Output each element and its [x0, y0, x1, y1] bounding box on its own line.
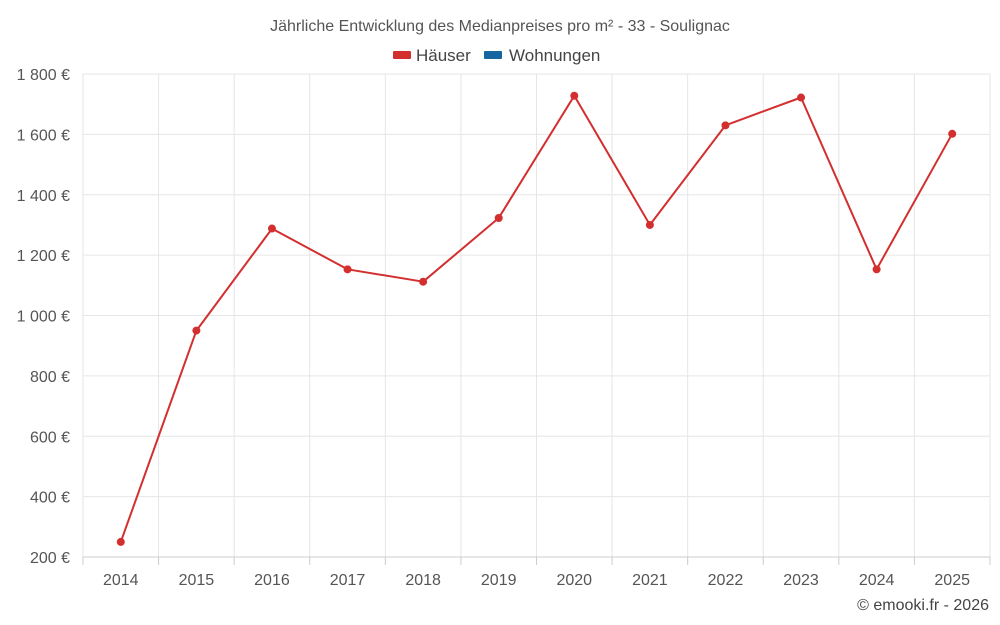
- series-line-0: [119, 94, 954, 543]
- x-tick-label: 2017: [330, 572, 366, 589]
- y-tick-label: 800 €: [30, 369, 70, 386]
- x-tick-label: 2016: [254, 572, 290, 589]
- x-tick-label: 2014: [103, 572, 139, 589]
- y-tick-label: 1 200 €: [17, 248, 70, 265]
- data-point[interactable]: [267, 224, 276, 233]
- x-tick-label: 2022: [708, 572, 744, 589]
- x-tick-label: 2024: [859, 572, 895, 589]
- x-tick-label: 2021: [632, 572, 668, 589]
- data-point[interactable]: [645, 220, 654, 229]
- legend-swatch-wohnungen: [484, 51, 502, 59]
- grid: [82, 73, 991, 565]
- x-tick-label: 2020: [556, 572, 592, 589]
- x-axis-labels: 2014 2015 2016 2017 2018 2019 2020 2021 2022 2023…: [103, 572, 970, 589]
- data-point[interactable]: [872, 265, 881, 274]
- x-tick-label: 2018: [405, 572, 441, 589]
- y-tick-label: 400 €: [30, 490, 70, 507]
- legend-label-wohnungen: Wohnungen: [509, 46, 600, 65]
- data-point[interactable]: [494, 213, 503, 222]
- legend: Häuser Wohnungen: [393, 46, 600, 65]
- data-point[interactable]: [192, 326, 201, 335]
- y-tick-label: 600 €: [30, 429, 70, 446]
- data-point[interactable]: [721, 121, 730, 130]
- data-point[interactable]: [570, 91, 579, 100]
- x-tick-label: 2025: [934, 572, 970, 589]
- y-axis-labels: 200 € 400 € 600 € 800 € 1 000 € 1 200 € 1 400 …: [17, 67, 70, 567]
- data-point[interactable]: [343, 265, 352, 274]
- legend-item-wohnungen[interactable]: Wohnungen: [484, 46, 600, 65]
- y-tick-label: 1 800 €: [17, 67, 70, 84]
- data-point[interactable]: [948, 129, 957, 138]
- data-point[interactable]: [419, 277, 428, 286]
- x-tick-label: 2019: [481, 572, 517, 589]
- x-tick-label: 2015: [179, 572, 215, 589]
- data-point[interactable]: [797, 93, 806, 102]
- legend-label-haeuser: Häuser: [416, 46, 471, 65]
- y-tick-label: 1 600 €: [17, 127, 70, 144]
- y-tick-label: 1 400 €: [17, 188, 70, 205]
- y-tick-label: 200 €: [30, 550, 70, 567]
- series-layer: [116, 91, 957, 546]
- legend-swatch-haeuser: [393, 51, 411, 59]
- y-tick-label: 1 000 €: [17, 309, 70, 326]
- data-point[interactable]: [116, 537, 125, 546]
- legend-item-haeuser[interactable]: Häuser: [393, 46, 471, 65]
- chart-title: Jährliche Entwicklung des Medianpreises …: [270, 18, 730, 35]
- credit: © emooki.fr - 2026: [857, 597, 989, 614]
- x-tick-label: 2023: [783, 572, 819, 589]
